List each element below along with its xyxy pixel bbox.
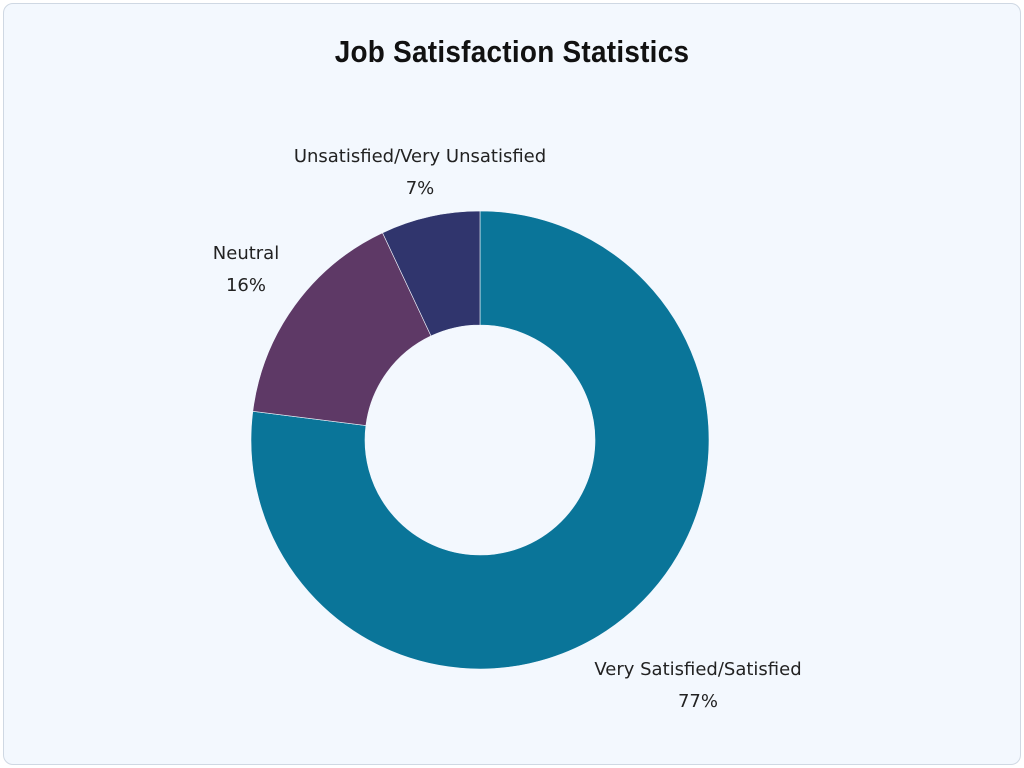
slice-label: Unsatisfied/Very Unsatisfied (294, 146, 546, 167)
donut-slice-1 (250, 210, 710, 670)
slice-label: Neutral (213, 243, 279, 264)
donut-slice-2 (252, 232, 432, 426)
donut-slice-3 (382, 210, 481, 337)
slice-value-label: 77% (678, 691, 718, 712)
chart-title: Job Satisfaction Statistics (334, 34, 690, 69)
slice-value-label: 16% (226, 275, 266, 296)
slice-label: Very Satisfied/Satisfied (594, 659, 801, 680)
slice-value-label: 7% (406, 178, 435, 199)
